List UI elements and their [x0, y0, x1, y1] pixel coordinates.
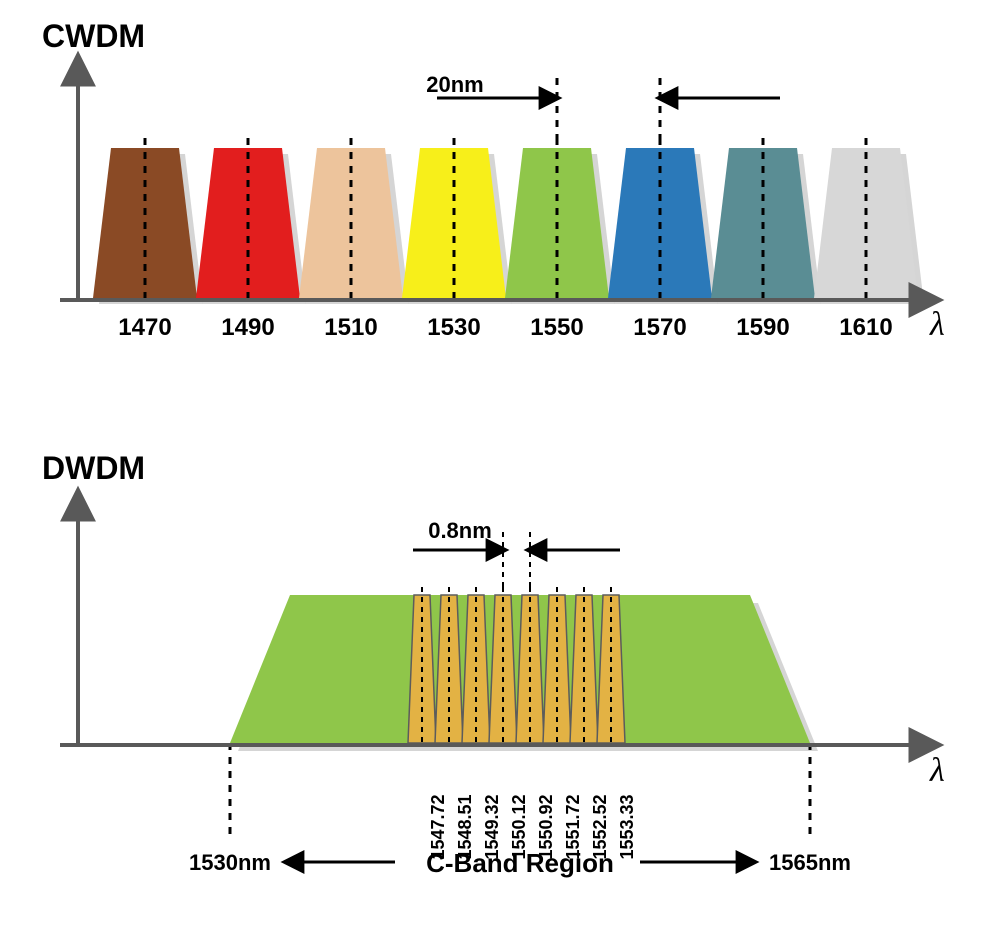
dwdm-tick-label: 1550.92 [536, 794, 557, 859]
dwdm-tick-label: 1549.32 [482, 794, 503, 859]
dwdm-tick-label: 1553.33 [617, 794, 638, 859]
diagram-canvas: CWDM λ 20nm DWDM λ 0.8nm C-Band [0, 0, 1000, 897]
cwdm-axis-lambda: λ [930, 306, 945, 344]
cband-right-label: 1565nm [769, 850, 851, 876]
cwdm-tick-label: 1470 [118, 314, 171, 342]
cwdm-tick-label: 1590 [736, 314, 789, 342]
cband-left-label: 1530nm [189, 850, 271, 876]
dwdm-axis-lambda: λ [930, 752, 945, 790]
cwdm-tick-label: 1610 [839, 314, 892, 342]
dwdm-tick-label: 1551.72 [563, 794, 584, 859]
dwdm-tick-label: 1552.52 [590, 794, 611, 859]
dwdm-spacing-label: 0.8nm [428, 518, 492, 544]
cwdm-tick-label: 1570 [633, 314, 686, 342]
cwdm-tick-label: 1550 [530, 314, 583, 342]
cwdm-tick-label: 1530 [427, 314, 480, 342]
dwdm-tick-label: 1548.51 [455, 794, 476, 859]
dwdm-tick-label: 1550.12 [509, 794, 530, 859]
cwdm-tick-label: 1490 [221, 314, 274, 342]
cwdm-tick-label: 1510 [324, 314, 377, 342]
cwdm-spacing-label: 20nm [426, 72, 483, 98]
dwdm-tick-label: 1547.72 [428, 794, 449, 859]
